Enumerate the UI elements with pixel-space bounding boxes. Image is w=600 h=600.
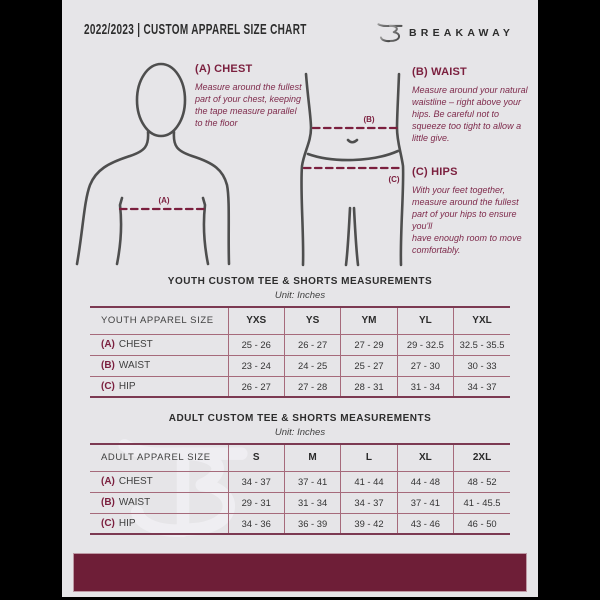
row-prefix: (A) (101, 476, 115, 487)
adult-size-table: ADULT APPAREL SIZE S M L XL 2XL (A) CHEST… (90, 443, 510, 535)
column-header: L (340, 444, 398, 471)
table-row: (C) HIP 26 - 27 27 - 28 28 - 31 31 - 34 3… (90, 376, 510, 397)
breakaway-logo-icon (377, 23, 403, 43)
row-label: (C) HIP (90, 513, 229, 534)
chest-instruction-title: (A) CHEST (195, 63, 253, 75)
table-cell: 27 - 28 (284, 376, 342, 397)
column-header: YS (284, 307, 342, 334)
chest-line-label: (A) (158, 196, 169, 205)
column-header: M (284, 444, 342, 471)
table-cell: 44 - 48 (397, 471, 455, 492)
table-cell: 36 - 39 (284, 513, 342, 534)
column-header: XL (397, 444, 455, 471)
table-cell: 26 - 27 (228, 376, 285, 397)
table-cell: 37 - 41 (397, 492, 455, 513)
waist-line-label: (B) (363, 115, 374, 124)
table-cell: 34 - 37 (228, 471, 285, 492)
table-cell: 34 - 37 (467, 380, 497, 392)
table-cell: 37 - 41 (284, 471, 342, 492)
table-row: (A) CHEST 25 - 26 26 - 27 27 - 29 29 - 32… (90, 334, 510, 355)
brand-name: BREAKAWAY (409, 27, 515, 39)
chest-instruction: (A) CHEST Measure around the fullest par… (195, 63, 305, 129)
adult-section-unit: Unit: Inches (274, 427, 326, 438)
table-row: (B) WAIST 29 - 31 31 - 34 34 - 37 37 - 41… (90, 492, 510, 513)
row-prefix: (B) (101, 360, 115, 371)
chest-instruction-text: Measure around the fullest part of your … (195, 82, 302, 129)
hips-instruction-title: (C) HIPS (412, 166, 458, 178)
row-name: WAIST (118, 497, 151, 508)
row-prefix: (C) (101, 380, 115, 392)
table-cell: 43 - 46 (397, 513, 455, 534)
table-cell: 29 - 32.5 (397, 334, 455, 355)
column-header: 2XL (472, 452, 492, 464)
table-cell: 27 - 29 (340, 334, 398, 355)
adult-header-row: ADULT APPAREL SIZE S M L XL 2XL (90, 444, 510, 471)
row-prefix: (A) (101, 339, 115, 350)
document-page: 2022/2023 | CUSTOM APPAREL SIZE CHART BR… (62, 0, 538, 597)
row-name: HIP (118, 517, 136, 529)
column-header: YXS (228, 307, 285, 334)
footer-bar (73, 553, 527, 592)
row-name: WAIST (118, 360, 151, 371)
table-cell: 25 - 27 (340, 355, 398, 376)
table-cell: 34 - 37 (340, 492, 398, 513)
hips-instruction-text: With your feet together, measure around … (412, 185, 522, 256)
lower-body-diagram: (B) (C) (300, 72, 405, 267)
column-header: YXL (472, 315, 492, 327)
waist-instruction: (B) WAIST Measure around your natural wa… (412, 66, 530, 144)
waist-instruction-text: Measure around your natural waistline – … (412, 85, 528, 144)
row-name: CHEST (118, 339, 153, 350)
table-cell: 27 - 30 (397, 355, 455, 376)
youth-section-title: YOUTH CUSTOM TEE & SHORTS MEASUREMENTS (167, 276, 433, 287)
row-name: HIP (118, 380, 136, 392)
page-title: 2022/2023 | CUSTOM APPAREL SIZE CHART (84, 21, 307, 38)
table-cell: 31 - 34 (284, 492, 342, 513)
column-header: ADULT APPAREL SIZE (90, 444, 229, 471)
table-row: (C) HIP 34 - 36 36 - 39 39 - 42 43 - 46 4… (90, 513, 510, 534)
table-cell: 41 - 45.5 (463, 497, 501, 508)
table-row: (B) WAIST 23 - 24 24 - 25 25 - 27 27 - 30… (90, 355, 510, 376)
row-prefix: (C) (101, 517, 115, 529)
youth-header-row: YOUTH APPAREL SIZE YXS YS YM YL YXL (90, 307, 510, 334)
table-cell: 46 - 50 (467, 517, 497, 529)
table-cell: 48 - 52 (467, 476, 497, 487)
row-label: (A) CHEST (90, 334, 229, 355)
hips-line-label: (C) (388, 175, 399, 184)
row-label: (A) CHEST (90, 471, 229, 492)
table-cell: 41 - 44 (340, 471, 398, 492)
column-header: YM (340, 307, 398, 334)
table-cell: 30 - 33 (467, 360, 497, 371)
table-cell: 34 - 36 (228, 513, 285, 534)
table-cell: 23 - 24 (228, 355, 285, 376)
table-row: (A) CHEST 34 - 37 37 - 41 41 - 44 44 - 48… (90, 471, 510, 492)
table-cell: 28 - 31 (340, 376, 398, 397)
table-cell: 31 - 34 (397, 376, 455, 397)
table-cell: 29 - 31 (228, 492, 285, 513)
waist-instruction-title: (B) WAIST (412, 66, 467, 78)
row-prefix: (B) (101, 497, 115, 508)
hips-instruction: (C) HIPS With your feet together, measur… (412, 166, 530, 256)
row-name: CHEST (118, 476, 153, 487)
table-cell: 24 - 25 (284, 355, 342, 376)
column-header: YL (397, 307, 455, 334)
youth-size-table: YOUTH APPAREL SIZE YXS YS YM YL YXL (A) C… (90, 306, 510, 398)
table-cell: 26 - 27 (284, 334, 342, 355)
row-label: (B) WAIST (90, 355, 229, 376)
row-label: (C) HIP (90, 376, 229, 397)
row-label: (B) WAIST (90, 492, 229, 513)
column-header: YOUTH APPAREL SIZE (90, 307, 229, 334)
table-cell: 32.5 - 35.5 (459, 339, 505, 350)
youth-section-unit: Unit: Inches (274, 290, 326, 301)
table-cell: 39 - 42 (340, 513, 398, 534)
column-header: S (228, 444, 285, 471)
adult-section-title: ADULT CUSTOM TEE & SHORTS MEASUREMENTS (168, 413, 432, 424)
table-cell: 25 - 26 (228, 334, 285, 355)
upper-body-diagram: (A) (75, 62, 231, 266)
